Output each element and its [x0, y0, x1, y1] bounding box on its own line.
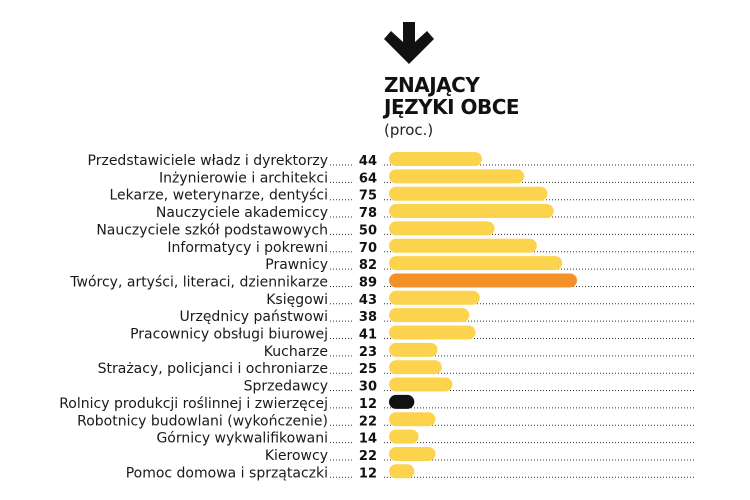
- chart-subtitle: (proc.): [384, 121, 434, 139]
- bar: [389, 169, 525, 184]
- category-label: Sprzedawcy: [244, 379, 328, 395]
- bar: [389, 290, 480, 305]
- value-label-background: [354, 395, 383, 411]
- value-label-background: [354, 187, 383, 203]
- value-label-background: [354, 239, 383, 255]
- category-label: Informatycy i pokrewni: [167, 240, 328, 256]
- value-label-background: [354, 447, 383, 463]
- bar: [389, 464, 415, 479]
- value-label: 22: [359, 449, 377, 464]
- chart-title-line2: JĘZYKI OBCE: [384, 95, 520, 119]
- value-label-background: [354, 413, 383, 429]
- bar: [389, 412, 436, 427]
- value-label: 82: [359, 258, 377, 273]
- category-label: Robotnicy budowlani (wykończenie): [77, 413, 328, 429]
- category-label: Przedstawiciele władz i dyrektorzy: [88, 153, 328, 169]
- value-label-background: [354, 291, 383, 307]
- value-label-background: [354, 326, 383, 342]
- category-label: Kierowcy: [265, 448, 328, 464]
- bar: [389, 377, 453, 392]
- category-label: Nauczyciele szkół podstawowych: [96, 222, 328, 238]
- chart-title: ZNAJĄCY JĘZYKI OBCE: [384, 73, 520, 119]
- category-label: Pracownicy obsługi biurowej: [130, 327, 328, 343]
- category-label: Górnicy wykwalifikowani: [156, 431, 328, 447]
- value-label-background: [354, 170, 383, 186]
- category-label: Kucharze: [264, 344, 328, 360]
- category-label: Księgowi: [266, 292, 328, 308]
- value-label: 89: [359, 275, 377, 290]
- category-label: Prawnicy: [265, 257, 328, 273]
- value-label: 12: [359, 397, 377, 412]
- value-label: 12: [359, 466, 377, 481]
- value-label: 75: [359, 189, 377, 204]
- value-label: 38: [359, 310, 377, 325]
- bar: [389, 186, 548, 201]
- value-label-background: [354, 430, 383, 446]
- bar: [389, 325, 476, 340]
- category-label: Inżynierowie i architekci: [159, 170, 328, 186]
- bar: [389, 360, 442, 375]
- category-label: Urzędnicy państwowi: [179, 309, 328, 325]
- value-label: 64: [359, 171, 377, 186]
- value-label: 78: [359, 206, 377, 221]
- bar: [389, 394, 415, 409]
- value-label: 50: [359, 223, 377, 238]
- value-label-background: [354, 309, 383, 325]
- category-label: Pomoc domowa i sprzątaczki: [126, 465, 328, 481]
- bar: [389, 446, 436, 461]
- value-label-background: [354, 257, 383, 273]
- value-label: 43: [359, 293, 377, 308]
- value-label: 41: [359, 328, 377, 343]
- category-label: Strażacy, policjanci i ochroniarze: [98, 361, 328, 377]
- value-label: 44: [359, 154, 377, 169]
- bar: [389, 152, 482, 166]
- bar: [389, 308, 470, 323]
- value-label: 14: [359, 432, 377, 447]
- down-arrow-icon: [384, 22, 434, 64]
- category-label: Lekarze, weterynarze, dentyści: [109, 188, 328, 204]
- value-label: 30: [359, 380, 377, 395]
- bar: [389, 238, 537, 253]
- value-label: 25: [359, 362, 377, 377]
- category-label: Nauczyciele akademiccy: [156, 205, 328, 221]
- bar: [389, 204, 554, 219]
- value-label-background: [354, 361, 383, 377]
- category-label: Twórcy, artyści, literaci, dziennikarze: [69, 274, 328, 290]
- chart-title-line1: ZNAJĄCY: [384, 73, 480, 97]
- value-label: 70: [359, 241, 377, 256]
- bar: [389, 256, 563, 271]
- category-label: Rolnicy produkcji roślinnej i zwierzęcej: [59, 396, 328, 412]
- value-label: 23: [359, 345, 377, 360]
- bar: [389, 429, 419, 444]
- value-label-background: [354, 343, 383, 359]
- value-label: 22: [359, 414, 377, 429]
- value-label-background: [354, 205, 383, 221]
- value-label-background: [354, 465, 383, 481]
- value-label-background: [354, 222, 383, 238]
- value-label-background: [354, 378, 383, 394]
- value-label-background: [354, 153, 383, 168]
- bar: [389, 221, 495, 236]
- bar: [389, 273, 577, 288]
- bar: [389, 342, 438, 357]
- value-label-background: [354, 274, 383, 290]
